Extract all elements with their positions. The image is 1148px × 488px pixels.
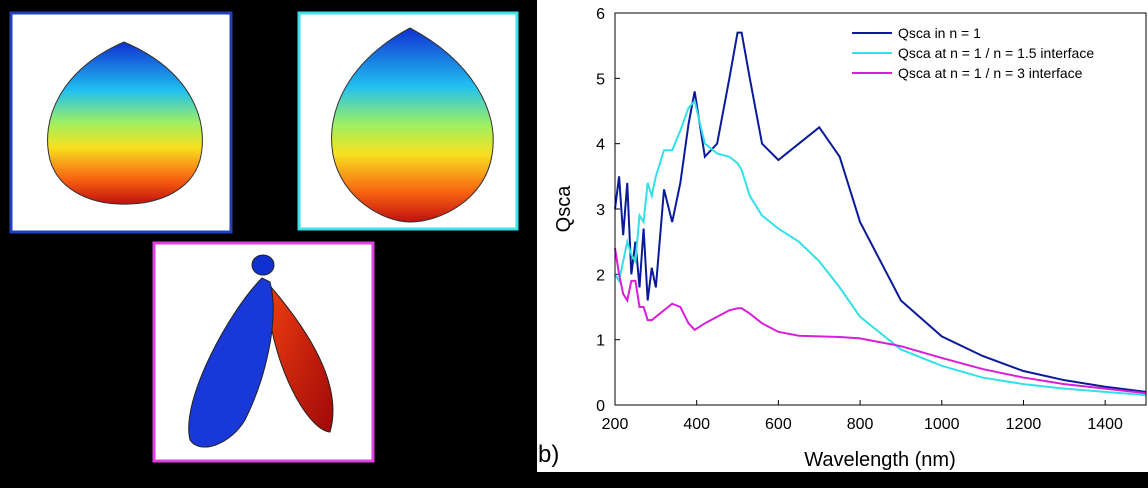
y-tick-label: 4 <box>596 137 605 154</box>
plot-frame <box>614 12 1147 406</box>
x-tick-label: 1200 <box>1006 416 1042 433</box>
y-axis-label: Qsca <box>553 185 575 233</box>
y-tick-label: 6 <box>596 6 605 23</box>
series-line <box>614 248 1147 395</box>
x-axis-label: Wavelength (nm) <box>804 449 956 471</box>
radiation-pattern <box>331 27 494 223</box>
x-tick-label: 600 <box>765 416 792 433</box>
legend-label: Qsca in n = 1 <box>898 25 981 41</box>
legend-label: Qsca at n = 1 / n = 3 interface <box>898 65 1083 81</box>
legend-label: Qsca at n = 1 / n = 1.5 interface <box>898 45 1094 61</box>
x-tick-label: 1000 <box>924 416 960 433</box>
x-tick-label: 400 <box>683 416 710 433</box>
panel-label: b) <box>538 441 559 468</box>
y-tick-label: 1 <box>596 333 605 350</box>
y-tick-label: 5 <box>596 71 605 88</box>
y-tick-label: 2 <box>596 267 605 284</box>
chart-background <box>537 0 1148 483</box>
x-tick-label: 800 <box>847 416 874 433</box>
lobe <box>251 254 275 276</box>
lobe <box>264 278 334 433</box>
x-tick-label: 1400 <box>1087 416 1123 433</box>
y-tick-label: 3 <box>596 202 605 219</box>
series-line <box>614 31 1147 393</box>
series-line <box>614 99 1147 397</box>
y-tick-label: 0 <box>596 398 605 415</box>
x-tick-label: 200 <box>602 416 629 433</box>
lobe <box>188 277 274 448</box>
radiation-pattern <box>47 41 203 205</box>
bottom-strip <box>537 472 1148 483</box>
